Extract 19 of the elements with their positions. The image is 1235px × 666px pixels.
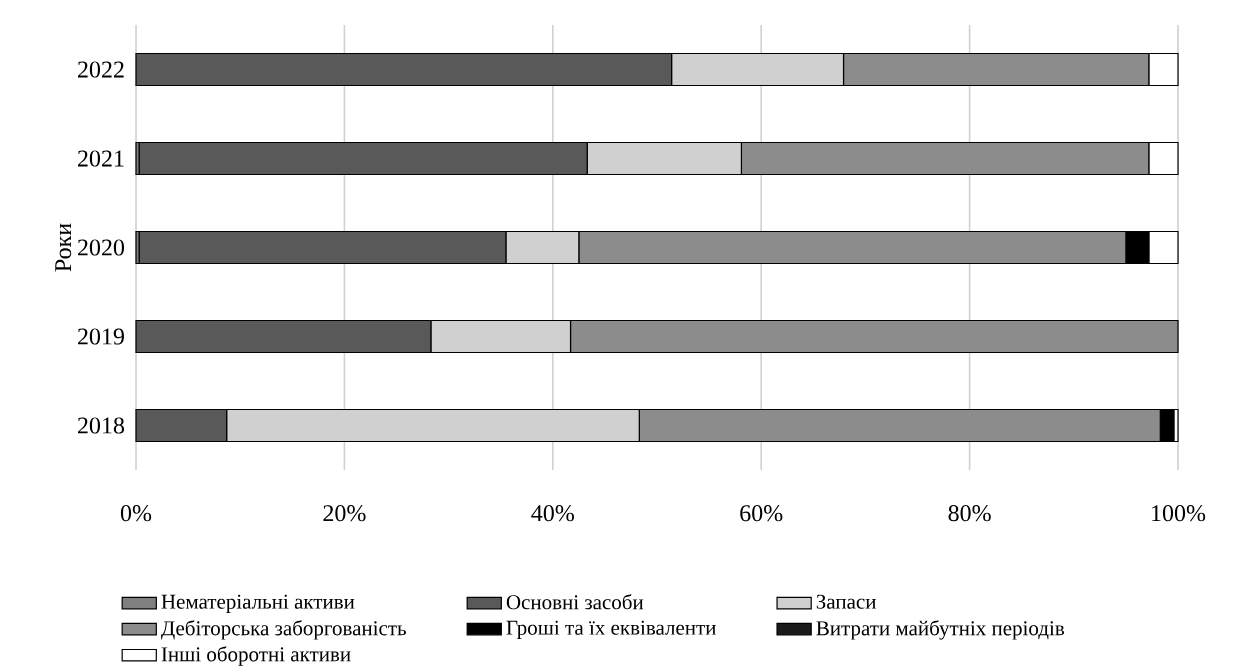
legend-label: Витрати майбутніх періодів bbox=[816, 620, 1065, 640]
x-tick-label: 60% bbox=[740, 505, 783, 522]
x-tick-label: 40% bbox=[531, 505, 574, 522]
y-tick-label: 2018 bbox=[78, 417, 125, 434]
legend-label: Запаси bbox=[816, 594, 876, 609]
legend-label: Дебіторська заборгованість bbox=[161, 620, 406, 640]
legend-label: Гроші та їх еквіваленти bbox=[506, 620, 716, 640]
x-tick-label: 20% bbox=[323, 505, 366, 522]
legend-label: Інші оборотні активи bbox=[161, 646, 351, 666]
y-tick-label: 2022 bbox=[78, 61, 124, 78]
x-tick-label: 100% bbox=[1152, 505, 1206, 522]
y-tick-label: 2021 bbox=[78, 150, 124, 167]
legend-label: Нематеріальні активи bbox=[161, 594, 355, 614]
legend-label: Основні засоби bbox=[506, 594, 644, 610]
y-tick-label: 2020 bbox=[78, 239, 125, 256]
x-tick-label: 80% bbox=[948, 505, 991, 522]
y-tick-label: 2019 bbox=[78, 328, 124, 345]
x-tick-label: 0% bbox=[120, 505, 152, 522]
y-axis-title: Роки bbox=[55, 223, 72, 272]
